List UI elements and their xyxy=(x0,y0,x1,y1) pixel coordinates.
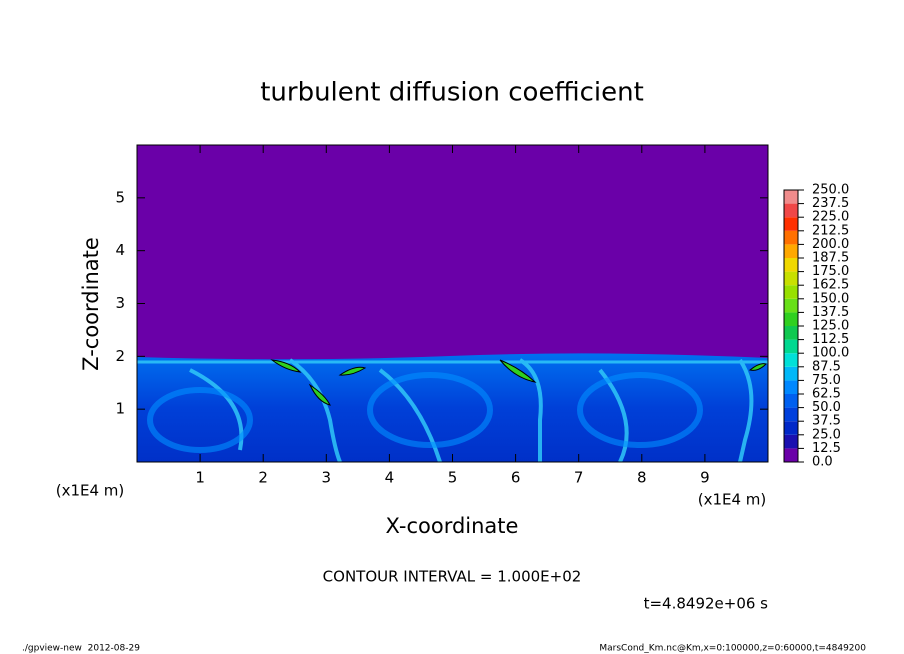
footer-left: ./gpview-new 2012-08-29 xyxy=(22,644,140,654)
colorbar-label: 200.0 xyxy=(812,237,849,252)
colorbar-band xyxy=(784,448,798,462)
y-tick-label: 2 xyxy=(115,347,125,365)
colorbar-band xyxy=(784,353,798,367)
colorbar-band xyxy=(784,326,798,340)
colorbar-label: 25.0 xyxy=(812,427,841,442)
colorbar-band xyxy=(784,285,798,299)
colorbar-band xyxy=(784,271,798,286)
colorbar-label: 150.0 xyxy=(812,291,849,306)
time-label: t=4.8492e+06 s xyxy=(644,595,769,613)
colorbar-band xyxy=(784,421,798,435)
colorbar-band xyxy=(784,339,798,354)
x-tick-label: 5 xyxy=(448,469,458,487)
field xyxy=(137,145,768,462)
colorbar-band xyxy=(784,312,798,326)
y-tick-label: 3 xyxy=(115,294,125,312)
y-axis-label: Z-coordinate xyxy=(79,237,103,371)
colorbar-label: 225.0 xyxy=(812,210,849,225)
colorbar-label: 187.5 xyxy=(812,251,849,266)
colorbar-label: 250.0 xyxy=(812,183,849,198)
x-tick-label: 7 xyxy=(574,469,584,487)
x-tick-label: 3 xyxy=(322,469,332,487)
x-tick-label: 4 xyxy=(385,469,395,487)
colorbar-label: 62.5 xyxy=(812,387,841,402)
colorbar-band xyxy=(784,230,798,245)
colorbar-band xyxy=(784,380,798,394)
colorbar-band xyxy=(784,244,798,258)
x-axis-label: X-coordinate xyxy=(386,514,519,538)
x-unit-label: (x1E4 m) xyxy=(698,491,767,509)
colorbar-label: 162.5 xyxy=(812,278,849,293)
colorbar-label: 12.5 xyxy=(812,441,841,456)
colorbar-label: 75.0 xyxy=(812,373,841,388)
y-tick-label: 5 xyxy=(115,188,125,206)
x-tick-label: 8 xyxy=(637,469,647,487)
colorbar-band xyxy=(784,434,798,449)
colorbar-label: 87.5 xyxy=(812,359,841,374)
colorbar-label: 100.0 xyxy=(812,346,849,361)
colorbar-band xyxy=(784,258,798,272)
footer-right: MarsCond_Km.nc@Km,x=0:100000,z=0:60000,t… xyxy=(599,644,866,654)
chart-title: turbulent diffusion coefficient xyxy=(260,78,644,108)
colorbar-label: 37.5 xyxy=(812,414,841,429)
colorbar-band xyxy=(784,203,798,218)
y-tick-label: 1 xyxy=(115,400,125,418)
x-unit-label: (x1E4 m) xyxy=(56,482,125,500)
colorbar-band xyxy=(784,298,798,313)
colorbar-label: 175.0 xyxy=(812,264,849,279)
colorbar-label: 137.5 xyxy=(812,305,849,320)
colorbar-label: 212.5 xyxy=(812,223,849,238)
colorbar-band xyxy=(784,190,798,204)
colorbar-band xyxy=(784,394,798,408)
x-tick-label: 2 xyxy=(258,469,268,487)
colorbar-label: 112.5 xyxy=(812,332,849,347)
colorbar-band xyxy=(784,217,798,231)
x-tick-label: 1 xyxy=(195,469,205,487)
x-tick-label: 9 xyxy=(700,469,710,487)
colorbar-label: 50.0 xyxy=(812,400,841,415)
contour-interval: CONTOUR INTERVAL = 1.000E+02 xyxy=(323,568,582,586)
colorbar-label: 0.0 xyxy=(812,455,833,470)
colorbar-band xyxy=(784,407,798,422)
x-tick-label: 6 xyxy=(511,469,521,487)
colorbar-label: 125.0 xyxy=(812,319,849,334)
colorbar-label: 237.5 xyxy=(812,196,849,211)
colorbar-band xyxy=(784,366,798,381)
y-tick-label: 4 xyxy=(115,241,125,259)
